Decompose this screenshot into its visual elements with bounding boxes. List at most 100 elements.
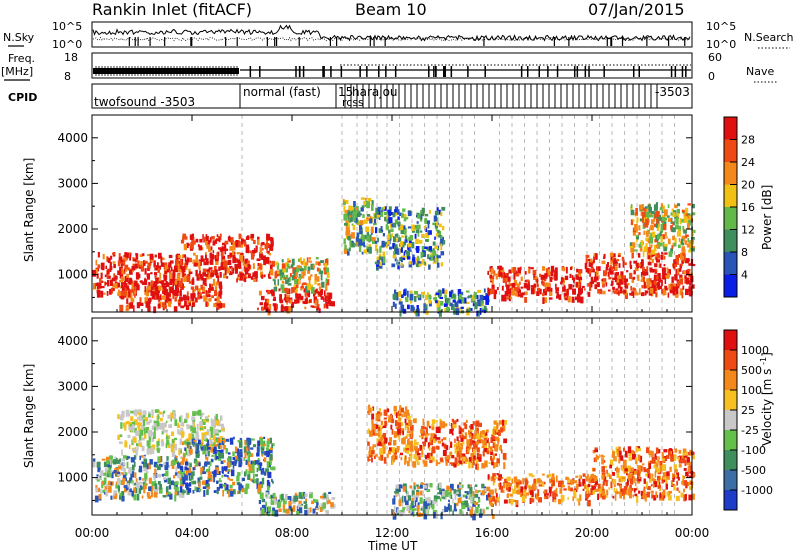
echo-cell (662, 464, 667, 472)
echo-cell (424, 304, 428, 311)
echo-cell (672, 290, 676, 296)
echo-cell (127, 491, 132, 496)
echo-cell (232, 245, 236, 251)
echo-cell (101, 481, 104, 489)
echo-cell (315, 257, 319, 260)
echo-cell (405, 444, 410, 448)
echo-cell (537, 489, 540, 497)
echo-cell (417, 232, 420, 237)
echo-cell (437, 437, 441, 440)
cpid-seg-end: -3503 (655, 85, 690, 99)
echo-cell (501, 285, 504, 291)
echo-cell (499, 482, 502, 490)
echo-cell (201, 412, 205, 416)
echo-cell (252, 460, 256, 465)
echo-cell (344, 199, 349, 204)
echo-cell (300, 295, 304, 301)
echo-cell (98, 494, 102, 500)
echo-cell (208, 267, 213, 270)
echo-cell (277, 279, 279, 286)
echo-cell (582, 473, 586, 477)
echo-cell (394, 209, 397, 214)
echo-cell (662, 224, 667, 231)
echo-cell (143, 433, 147, 439)
echo-cell (687, 220, 691, 224)
echo-cell (92, 461, 96, 468)
echo-cell (684, 240, 688, 245)
echo-cell (526, 284, 531, 291)
echo-cell (100, 262, 105, 270)
echo-cell (492, 473, 496, 480)
echo-cell (295, 289, 297, 296)
echo-cell (500, 427, 504, 432)
echo-cell (216, 292, 220, 295)
echo-cell (490, 266, 493, 269)
echo-cell (370, 450, 375, 455)
echo-cell (200, 467, 204, 474)
echo-cell (180, 470, 182, 475)
echo-cell (359, 225, 362, 232)
echo-cell (668, 283, 672, 290)
echo-cell (456, 491, 459, 494)
echo-cell (651, 456, 656, 464)
echo-cell (384, 444, 386, 450)
echo-cell (290, 302, 295, 308)
echo-cell (413, 306, 415, 312)
echo-cell (237, 262, 241, 268)
echo-cell (237, 472, 241, 476)
echo-cell (457, 450, 459, 457)
echo-cell (157, 290, 159, 293)
echo-cell (543, 491, 546, 494)
colorbar-tick-label: -25 (741, 424, 759, 437)
echo-cell (214, 453, 217, 461)
echo-cell (173, 482, 176, 487)
echo-cell (175, 466, 178, 472)
echo-cell (123, 268, 126, 273)
echo-cell (470, 452, 475, 458)
colorbar-tick-label: 500 (741, 364, 762, 377)
echo-cell (372, 446, 374, 453)
echo-cell (148, 486, 152, 492)
echo-cell (489, 274, 492, 279)
echo-cell (266, 233, 271, 241)
echo-cell (636, 228, 638, 234)
echo-cell (172, 292, 175, 300)
echo-cell (479, 438, 483, 444)
echo-cell (209, 435, 212, 438)
echo-cell (639, 218, 644, 222)
echo-cell (138, 439, 141, 446)
echo-cell (416, 484, 419, 487)
echo-cell (179, 290, 182, 297)
echo-cell (549, 479, 553, 484)
echo-cell (161, 473, 165, 477)
echo-cell (424, 213, 429, 217)
echo-cell (658, 223, 660, 228)
echo-cell (643, 207, 648, 212)
echo-cell (628, 451, 631, 457)
echo-cell (135, 253, 139, 260)
echo-cell (441, 496, 446, 499)
echo-cell (140, 265, 145, 272)
echo-cell (393, 236, 396, 243)
echo-cell (391, 233, 394, 238)
echo-cell (515, 273, 520, 277)
echo-cell (595, 456, 597, 463)
echo-cell (405, 409, 409, 414)
echo-cell (445, 457, 450, 463)
echo-cell (439, 296, 443, 299)
echo-cell (536, 498, 539, 501)
echo-cell (648, 247, 652, 253)
echo-cell (676, 487, 679, 491)
echo-cell (473, 300, 476, 304)
echo-cell (205, 290, 208, 297)
echo-cell (539, 273, 542, 278)
echo-cell (375, 424, 379, 430)
echo-cell (205, 480, 209, 484)
echo-cell (500, 270, 504, 273)
echo-cell (410, 304, 414, 312)
echo-cell (281, 272, 285, 278)
echo-cell (214, 270, 218, 275)
echo-cell (274, 509, 279, 517)
echo-cell (182, 441, 185, 446)
echo-cell (301, 271, 305, 279)
